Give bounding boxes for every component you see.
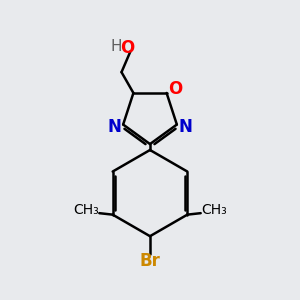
Text: CH₃: CH₃: [73, 203, 99, 217]
Text: Br: Br: [140, 253, 160, 271]
Text: N: N: [108, 118, 122, 136]
Text: O: O: [120, 39, 135, 57]
Text: H: H: [110, 38, 122, 53]
Text: O: O: [168, 80, 182, 98]
Text: N: N: [178, 118, 192, 136]
Text: CH₃: CH₃: [201, 203, 227, 217]
